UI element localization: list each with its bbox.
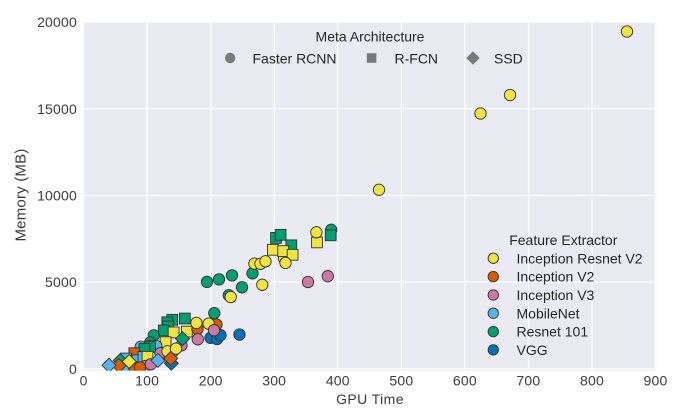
svg-text:Resnet 101: Resnet 101: [517, 324, 589, 340]
svg-text:MobileNet: MobileNet: [517, 305, 580, 321]
svg-text:VGG: VGG: [517, 342, 548, 358]
svg-text:900: 900: [644, 373, 668, 389]
svg-text:200: 200: [199, 373, 223, 389]
svg-text:0: 0: [80, 373, 88, 389]
svg-text:Memory (MB): Memory (MB): [13, 148, 30, 241]
svg-text:300: 300: [262, 373, 286, 389]
svg-text:GPU Time: GPU Time: [336, 391, 404, 407]
svg-text:500: 500: [389, 373, 413, 389]
svg-text:600: 600: [453, 373, 477, 389]
svg-text:400: 400: [326, 373, 350, 389]
svg-text:Inception V3: Inception V3: [517, 287, 595, 303]
svg-text:0: 0: [69, 361, 77, 377]
svg-text:10000: 10000: [37, 188, 77, 204]
svg-text:R-FCN: R-FCN: [395, 50, 439, 66]
svg-text:15000: 15000: [37, 101, 77, 117]
svg-text:800: 800: [580, 373, 604, 389]
svg-text:Meta Architecture: Meta Architecture: [316, 29, 425, 45]
svg-text:SSD: SSD: [494, 50, 523, 66]
svg-text:Faster RCNN: Faster RCNN: [253, 50, 337, 66]
svg-text:700: 700: [516, 373, 540, 389]
svg-text:Inception V2: Inception V2: [517, 269, 595, 285]
svg-text:5000: 5000: [45, 274, 77, 290]
svg-text:20000: 20000: [37, 14, 77, 30]
svg-text:Feature Extractor: Feature Extractor: [509, 232, 617, 248]
svg-text:Inception Resnet V2: Inception Resnet V2: [517, 250, 643, 266]
svg-text:100: 100: [135, 373, 159, 389]
